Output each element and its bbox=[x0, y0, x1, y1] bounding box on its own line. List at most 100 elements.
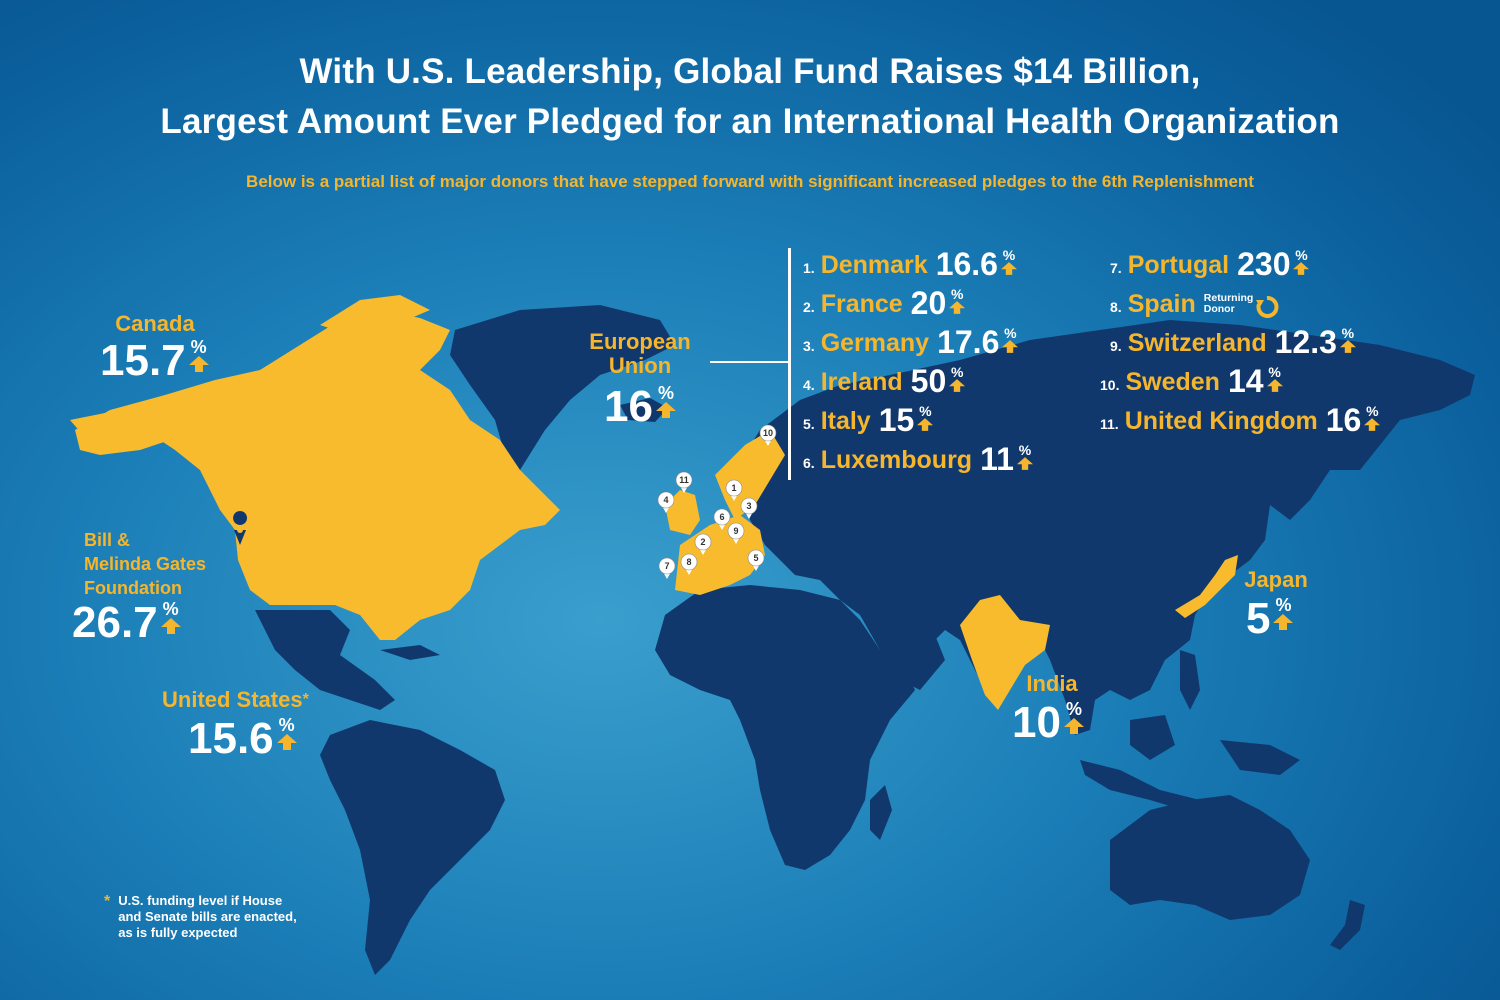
new-guinea-shape bbox=[1220, 740, 1300, 775]
eu-list-value: 16.6 bbox=[935, 246, 998, 282]
eu-list-item: 5. Italy 15% bbox=[803, 404, 934, 436]
north-america-shape bbox=[75, 310, 560, 640]
pct-sign: % bbox=[951, 286, 964, 302]
eu-list-index: 1. bbox=[803, 260, 815, 276]
canada-value: 15.7 bbox=[100, 336, 186, 385]
alaska-shape bbox=[70, 400, 170, 455]
madagascar-shape bbox=[870, 785, 892, 840]
eu-list-value: 20 bbox=[910, 285, 947, 321]
arabia-shape bbox=[860, 610, 945, 690]
eu-list-country: Sweden bbox=[1125, 368, 1220, 396]
map-pin-4: 4 bbox=[657, 491, 675, 513]
eu-list-item: 9. Switzerland 12.3% bbox=[1110, 326, 1356, 358]
up-arrow-icon bbox=[1002, 340, 1019, 353]
map-pin-label: 6 bbox=[719, 512, 724, 522]
map-pin-7: 7 bbox=[658, 557, 676, 579]
eu-country-pins: 1 2 3 4 5 6 7 8 9 10 11 bbox=[657, 424, 777, 579]
australia-shape bbox=[1110, 795, 1310, 920]
japan-label: Japan bbox=[1244, 567, 1308, 592]
up-arrow-icon bbox=[1339, 340, 1356, 353]
up-arrow-icon bbox=[1364, 418, 1381, 431]
eu-list-country: United Kingdom bbox=[1124, 407, 1318, 435]
gates-label-line1: Bill & bbox=[84, 530, 131, 550]
eu-list-country: Denmark bbox=[820, 251, 928, 279]
caribbean-shape bbox=[380, 645, 440, 660]
eu-list-index: 4. bbox=[803, 377, 815, 393]
map-pin-8: 8 bbox=[680, 553, 698, 575]
page-subtitle: Below is a partial list of major donors … bbox=[246, 172, 1254, 191]
pct-sign: % bbox=[657, 383, 674, 403]
map-pin-label: 1 bbox=[731, 483, 736, 493]
eu-list-value: 14 bbox=[1227, 363, 1264, 399]
map-pin-icon bbox=[233, 511, 248, 545]
eu-list-item: 4. Ireland 50% bbox=[803, 363, 966, 399]
eu-list-value: 12.3 bbox=[1274, 324, 1337, 360]
map-pin-9: 9 bbox=[727, 522, 745, 544]
eu-list-index: 5. bbox=[803, 416, 815, 432]
pct-sign: % bbox=[1018, 442, 1032, 458]
india-value-group: 10 % bbox=[1012, 700, 1084, 746]
eu-list-value: 11 bbox=[980, 441, 1014, 477]
up-arrow-icon bbox=[188, 356, 209, 372]
pct-sign: % bbox=[278, 715, 295, 735]
page-title-line1: With U.S. Leadership, Global Fund Raises… bbox=[299, 52, 1201, 91]
eu-list-divider bbox=[788, 248, 791, 480]
eu-list-value: 16 bbox=[1325, 402, 1362, 438]
circular-arrow-icon bbox=[1256, 296, 1279, 318]
map-pin-label: 10 bbox=[763, 428, 773, 438]
eu-list-index: 2. bbox=[803, 299, 815, 315]
eu-list-index: 8. bbox=[1110, 299, 1122, 315]
eu-label-line1: European bbox=[589, 329, 691, 354]
map-pin-1: 1 bbox=[725, 479, 743, 501]
arctic-islands-shape bbox=[320, 295, 430, 335]
map-pin-label: 5 bbox=[753, 553, 758, 563]
eu-value: 16 bbox=[604, 382, 653, 431]
pct-sign: % bbox=[1002, 247, 1016, 263]
pct-sign: % bbox=[1295, 247, 1308, 263]
eu-list-value: 50 bbox=[910, 363, 947, 399]
us-value-group: 15.6 % bbox=[188, 716, 297, 762]
pct-sign: % bbox=[1366, 403, 1379, 419]
borneo-shape bbox=[1130, 715, 1175, 760]
eu-list-country: Spain bbox=[1127, 290, 1196, 318]
mexico-shape bbox=[255, 610, 395, 710]
page-title-line2: Largest Amount Ever Pledged for an Inter… bbox=[160, 102, 1340, 141]
eu-list-country: Portugal bbox=[1127, 251, 1230, 279]
map-pin-label: 3 bbox=[746, 501, 751, 511]
eu-list-index: 7. bbox=[1110, 260, 1122, 276]
south-america-shape bbox=[320, 720, 505, 975]
pct-sign: % bbox=[951, 364, 964, 380]
gates-value-group: 26.7 % bbox=[72, 600, 181, 646]
us-asterisk: * bbox=[302, 691, 309, 708]
japan-value-group: 5 % bbox=[1246, 596, 1294, 642]
japan-shape bbox=[1175, 555, 1238, 618]
eu-connector-line bbox=[710, 361, 790, 363]
up-arrow-icon bbox=[655, 402, 676, 418]
eu-list-item: 8. Spain Returning Donor bbox=[1110, 287, 1279, 319]
up-arrow-icon bbox=[1293, 262, 1310, 275]
eu-list-index: 10. bbox=[1100, 377, 1120, 393]
africa-shape bbox=[655, 585, 915, 870]
eu-callout: European Union bbox=[575, 330, 705, 378]
eu-list-item: 11. United Kingdom 16% bbox=[1100, 402, 1381, 438]
map-pin-3: 3 bbox=[740, 497, 758, 519]
map-pin-label: 4 bbox=[663, 495, 668, 505]
map-pin-2: 2 bbox=[694, 533, 712, 555]
eu-list-index: 9. bbox=[1110, 338, 1122, 354]
eu-list-country: France bbox=[820, 290, 903, 318]
india-shape bbox=[960, 595, 1050, 710]
pct-sign: % bbox=[162, 599, 179, 619]
up-arrow-icon bbox=[949, 379, 966, 392]
eu-list-value: 230 bbox=[1237, 246, 1291, 282]
map-pin-label: 9 bbox=[733, 526, 738, 536]
pct-sign: % bbox=[1268, 364, 1281, 380]
returning-note-line1: Returning bbox=[1203, 292, 1254, 304]
map-pin-label: 2 bbox=[700, 537, 705, 547]
up-arrow-icon bbox=[949, 301, 966, 314]
map-pin-label: 11 bbox=[679, 475, 689, 485]
eu-list-item: 7. Portugal 230% bbox=[1110, 246, 1310, 282]
eu-list-item: 3. Germany 17.6% bbox=[803, 326, 1019, 358]
up-arrow-icon bbox=[1000, 262, 1017, 275]
footnote-line1: U.S. funding level if House bbox=[118, 893, 283, 908]
